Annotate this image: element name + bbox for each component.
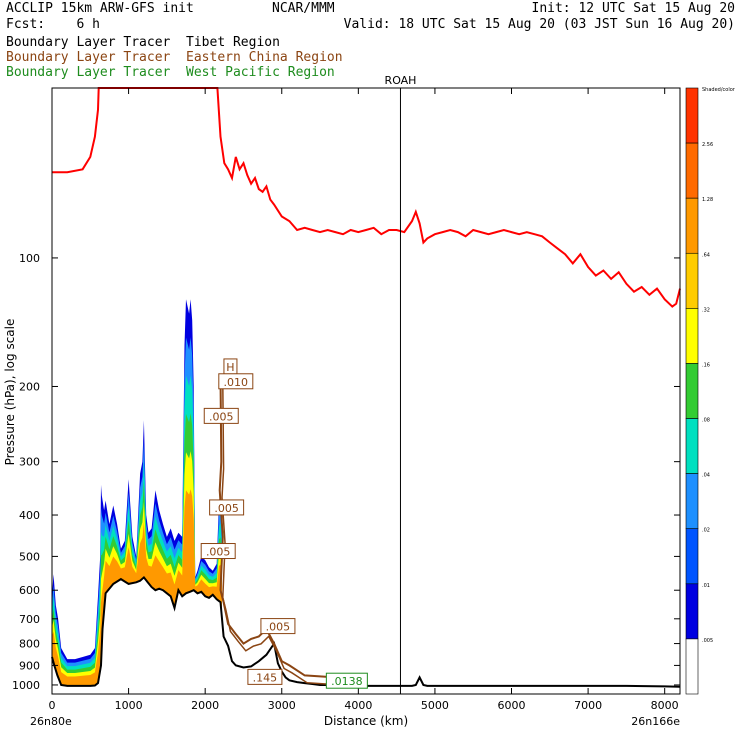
- colorbar-cell: [685, 87, 699, 144]
- east-china-contour-label-box: [200, 543, 236, 560]
- colorbar-level-label: .64: [702, 252, 710, 258]
- y-tick-label: 600: [19, 584, 40, 597]
- x-tick-label: 0: [49, 699, 56, 712]
- colorbar: Shaded/color 2.56 1.28 .64 .32 .16 .08 .04 .02 .0…: [685, 87, 736, 695]
- colorbar-level-label: .02: [702, 528, 710, 534]
- east-china-contour-label-box: [218, 373, 254, 390]
- tropopause-line: [52, 87, 681, 308]
- colorbar-level-label: .04: [702, 473, 710, 479]
- colorbar-cell: [685, 308, 699, 364]
- east-china-contour-label-box: [209, 499, 245, 516]
- right-endpoint-label: 26n166e: [631, 715, 680, 728]
- x-tick-label: 3000: [268, 699, 296, 712]
- colorbar-cell: [685, 363, 699, 419]
- legend-east-china-tracer: Boundary Layer Tracer Eastern China Regi…: [6, 50, 343, 65]
- colorbar-level-label: Shaded/color: [702, 87, 736, 93]
- y-tick-label: 400: [19, 509, 40, 522]
- east-china-contour-label: .005: [214, 502, 239, 515]
- colorbar-level-label: 1.28: [702, 197, 713, 203]
- tracer-band-5: [52, 489, 222, 686]
- tracer-band-0: [52, 299, 222, 686]
- east-china-contour-label: .010: [224, 376, 249, 389]
- east-china-contour-label-box: [260, 618, 296, 635]
- contour-labels: H .010 .005 .005 .005 .005 .145 .0138: [200, 358, 368, 689]
- east-china-contour: [218, 376, 351, 680]
- tracer-band-1: [52, 337, 222, 686]
- west-pacific-contour-label: .0138: [331, 675, 363, 688]
- east-china-contour-label-box: [203, 407, 239, 424]
- y-tick-label: 900: [19, 659, 40, 672]
- x-axis-ticks: 0 1000 2000 3000 4000 5000 6000 7000 8000: [49, 88, 679, 712]
- x-tick-label: 1000: [115, 699, 143, 712]
- colorbar-level-label: .01: [702, 583, 710, 589]
- x-tick-label: 5000: [421, 699, 449, 712]
- colorbar-level-label: 2.56: [702, 142, 713, 148]
- east-china-contour-label: .005: [209, 410, 234, 423]
- y-axis-title: Pressure (hPa), log scale: [3, 319, 17, 466]
- colorbar-level-label: .08: [702, 418, 710, 424]
- colorbar-cell: [685, 638, 699, 695]
- colorbar-level-label: .005: [702, 638, 713, 644]
- y-tick-label: 800: [19, 638, 40, 651]
- header-model-title: ACCLIP 15km ARW-GFS init: [6, 1, 194, 16]
- x-tick-label: 6000: [498, 699, 526, 712]
- east-china-contour-label: .005: [266, 621, 291, 634]
- header-forecast-hour: Fcst: 6 h: [6, 17, 100, 32]
- terrain-line: [51, 575, 681, 688]
- tracer-shading: [52, 299, 222, 686]
- plot-frame: [51, 87, 681, 695]
- y-tick-label: 100: [19, 252, 40, 265]
- header-valid-time: Valid: 18 UTC Sat 15 Aug 20 (03 JST Sun …: [343, 17, 735, 32]
- header-institution: NCAR/MMM: [272, 1, 335, 16]
- legend-tibet-tracer: Boundary Layer Tracer Tibet Region: [6, 35, 280, 50]
- colorbar-level-label: .32: [702, 307, 710, 313]
- chart-lines: [51, 87, 681, 694]
- colorbar-cell: [685, 528, 699, 585]
- station-marker-label: ROAH: [385, 74, 417, 87]
- colorbar-cell: [685, 252, 699, 309]
- x-tick-label: 4000: [344, 699, 372, 712]
- header-init-time: Init: 12 UTC Sat 15 Aug 20: [531, 1, 736, 16]
- x-tick-label: 7000: [574, 699, 602, 712]
- y-tick-label: 700: [19, 613, 40, 626]
- legend-west-pacific-tracer: Boundary Layer Tracer West Pacific Regio…: [6, 65, 335, 80]
- colorbar-cell: [685, 583, 699, 640]
- colorbar-cell: [685, 418, 699, 474]
- east-china-contour-label: .145: [253, 671, 278, 684]
- y-tick-label: 200: [19, 380, 40, 393]
- east-china-contour-label: H: [226, 361, 234, 374]
- colorbar-cell: [685, 142, 699, 199]
- x-tick-label: 2000: [191, 699, 219, 712]
- tracer-band-2: [52, 375, 222, 686]
- y-tick-label: 300: [19, 456, 40, 469]
- y-axis-ticks: 100 200 300 400 500 600 700 800 900 1000: [12, 252, 680, 692]
- east-china-contour-label: .005: [206, 546, 231, 559]
- x-tick-label: 8000: [651, 699, 679, 712]
- x-axis-title: Distance (km): [324, 714, 408, 728]
- y-tick-label: 1000: [12, 679, 40, 692]
- colorbar-cell: [685, 473, 699, 530]
- east-china-contour-label-box: [247, 668, 283, 685]
- left-endpoint-label: 26n80e: [30, 715, 72, 728]
- colorbar-cell: [685, 197, 699, 254]
- west-pacific-contour-label-box: [325, 672, 368, 689]
- colorbar-level-label: .16: [702, 362, 710, 368]
- y-tick-label: 500: [19, 550, 40, 563]
